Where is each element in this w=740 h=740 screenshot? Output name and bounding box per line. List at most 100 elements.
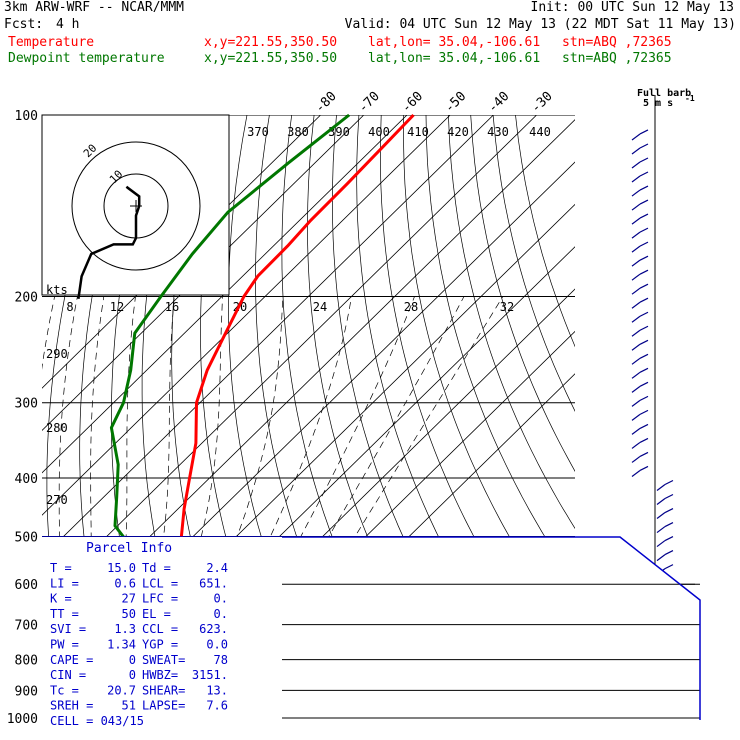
parcel-key-left: SREH = — [50, 699, 93, 713]
pressure-tick-label: 300 — [15, 397, 38, 412]
wind-barb — [631, 189, 641, 197]
parcel-key-right: CCL = — [142, 622, 178, 636]
wind-barb — [631, 147, 641, 155]
hodograph-scale-label: 28 — [404, 300, 418, 314]
header: 3km ARW-WRF -- NCAR/MMM Init: 00 UTC Sun… — [0, 0, 740, 70]
wind-barb-flag — [664, 550, 674, 556]
wind-barb — [631, 343, 641, 351]
parcel-value-left: 1.3 — [114, 622, 136, 636]
wind-barb-flag — [639, 437, 649, 443]
parcel-key-left: PW = — [50, 638, 79, 652]
wind-barb — [631, 315, 641, 323]
parcel-key-right: LCL = — [142, 576, 178, 590]
parcel-value-left: 0 — [129, 668, 136, 682]
wind-barb — [631, 455, 641, 463]
wind-barb-flag — [639, 381, 649, 387]
parcel-key-left: CIN = — [50, 668, 86, 682]
parcel-value-right: 13. — [206, 683, 228, 697]
wind-barb-flag — [639, 283, 649, 289]
wind-barb-flag — [664, 493, 674, 500]
isotherm-line — [42, 115, 494, 559]
wind-barb-flag — [639, 241, 649, 247]
hodograph-trace — [77, 185, 141, 299]
parcel-key-left: K = — [50, 592, 72, 606]
theta-label: 430 — [487, 125, 509, 139]
wind-barb — [631, 259, 641, 267]
dry-adiabat — [470, 115, 575, 472]
wind-barb-flag — [639, 185, 649, 191]
wind-barb-flag — [639, 339, 649, 345]
wind-barb-flag — [639, 367, 649, 373]
parcel-key-right: LAPSE= — [142, 699, 185, 713]
parcel-key-left: SVI = — [50, 622, 86, 636]
wind-barb-flag — [639, 227, 649, 233]
parcel-key-right: LFC = — [142, 592, 178, 606]
pressure-tick-label: 900 — [15, 684, 38, 699]
wind-barb-flag — [639, 157, 649, 163]
wind-barb — [631, 161, 641, 169]
parcel-value-left: 1.34 — [107, 638, 136, 652]
isotherm-label: -60 — [399, 89, 426, 116]
wind-barb — [631, 413, 641, 421]
dry-adiabat — [448, 115, 575, 529]
hodograph-scale-label: 12 — [110, 300, 124, 314]
parcel-info-title: Parcel Info — [86, 541, 172, 556]
wind-barb — [631, 399, 641, 407]
wind-barb-flag — [664, 536, 674, 542]
parcel-key-left: Tc = — [50, 683, 79, 697]
dewpoint-line-stn: stn=ABQ ,72365 — [562, 51, 672, 66]
wind-barb-flag — [664, 507, 674, 514]
wind-barb — [656, 526, 666, 534]
hodograph-scale-label: 16 — [165, 300, 179, 314]
pressure-tick-label: 600 — [15, 578, 38, 593]
parcel-value-right: 3151. — [192, 668, 228, 682]
dewpoint-line-xy: x,y=221.55,350.50 — [204, 51, 338, 66]
hodograph-scale-label: 24 — [313, 300, 327, 314]
isotherm-label: -30 — [529, 89, 556, 116]
wind-barb-flag — [639, 423, 649, 429]
wind-barb-flag — [639, 311, 649, 317]
isotherm-line — [42, 115, 408, 474]
parcel-value-left: 0 — [129, 653, 136, 667]
barb-speed-exponent: -1 — [685, 94, 695, 103]
parcel-value-right: 0. — [214, 592, 228, 606]
theta-left-label: 270 — [46, 493, 68, 507]
pressure-tick-label: 800 — [15, 654, 38, 669]
hodograph-scale-label: 8 — [66, 300, 73, 314]
theta-left-label: 280 — [46, 421, 68, 435]
init-time: Init: 00 UTC Sun 12 May 13 — [530, 0, 735, 15]
wind-barb — [631, 371, 641, 379]
wind-barb — [656, 484, 666, 491]
parcel-value-left: 50 — [122, 607, 136, 621]
wind-barb-flag — [664, 522, 674, 528]
temperature-line-stn: stn=ABQ ,72365 — [562, 35, 672, 50]
parcel-key-right: Td = — [142, 561, 171, 575]
theta-label: 380 — [287, 125, 309, 139]
hodograph-ring — [71, 141, 201, 271]
isotherm-label: -70 — [356, 89, 383, 116]
wind-barb-flag — [639, 465, 649, 472]
wind-barb-flag — [639, 297, 649, 303]
wind-barb-flag — [639, 171, 649, 177]
full-barb-label: Full barb — [637, 88, 691, 99]
wind-barb — [631, 301, 641, 309]
theta-left-label: 290 — [46, 347, 68, 361]
wind-barb — [631, 357, 641, 365]
theta-label: 420 — [447, 125, 469, 139]
wind-barb — [656, 512, 666, 520]
parcel-value-right: 623. — [199, 622, 228, 636]
parcel-table-bg — [42, 537, 282, 725]
model-title: 3km ARW-WRF -- NCAR/MMM — [4, 0, 185, 15]
wind-barb-flag — [639, 409, 649, 415]
wind-barb — [631, 231, 641, 239]
wind-barb-flag — [639, 325, 649, 331]
wind-barb — [631, 245, 641, 253]
parcel-value-right: 0.0 — [206, 638, 228, 652]
wind-barb — [631, 203, 641, 211]
wind-barb — [631, 385, 641, 393]
temperature-line-latlon: lat,lon= 35.04,-106.61 — [368, 35, 541, 50]
dewpoint-line-name: Dewpoint temperature — [8, 51, 165, 66]
parcel-key-right: SHEAR= — [142, 683, 185, 697]
parcel-key-left: T = — [50, 561, 72, 575]
